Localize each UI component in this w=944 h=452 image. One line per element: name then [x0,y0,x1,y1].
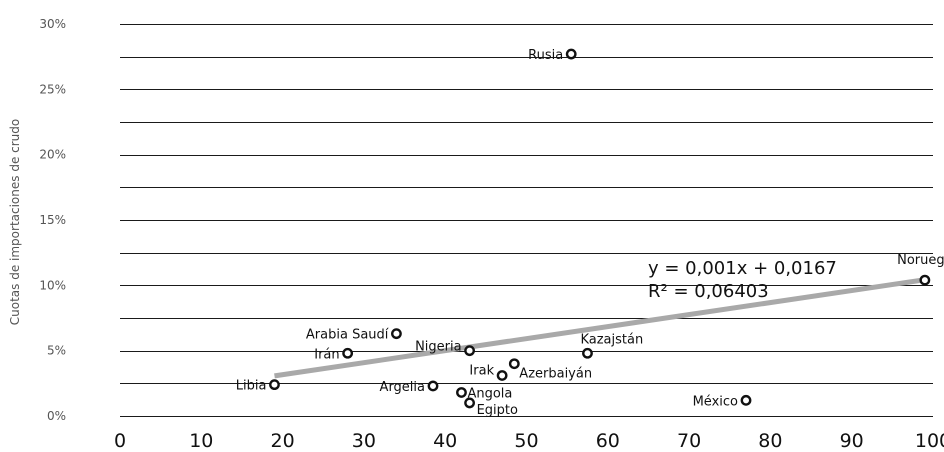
x-tick-label: 90 [840,430,864,452]
data-point [496,370,508,381]
data-points [269,48,931,409]
trendline-group [274,277,926,379]
data-point [464,397,475,409]
data-point [456,387,467,398]
x-tick-label: 50 [514,430,538,452]
x-tick-label: 100 [915,430,944,452]
data-point [582,347,593,359]
data-point [740,394,752,406]
gridlines [120,24,933,417]
x-tick-label: 80 [758,430,782,452]
y-tick-label: 20% [39,148,66,162]
data-point [427,380,439,392]
x-tick-label: 60 [596,430,620,452]
y-axis-ticks: 0% 5% 10% 15% 20% 25% 30% [39,17,66,423]
point-label: Noruega [897,253,944,268]
x-tick-label: 10 [189,430,213,452]
trendline-equation: y = 0,001x + 0,0167 [648,258,837,279]
x-tick-label: 40 [433,430,457,452]
x-tick-label: 30 [352,430,376,452]
data-point [508,358,520,370]
point-label: Kazajstán [580,332,643,347]
point-label: Nigeria [415,340,462,355]
point-label: Egipto [477,403,518,418]
y-tick-label: 5% [47,344,66,358]
y-tick-label: 10% [39,278,66,292]
point-label: Irán [314,347,339,362]
data-point [565,48,577,60]
y-tick-label: 0% [47,409,66,423]
point-label: Libia [236,379,267,394]
point-label: México [693,394,738,409]
y-axis-label: Cuotas de importaciones de crudo [8,119,22,325]
data-point [464,345,475,357]
trendline-r2: R² = 0,06403 [648,281,769,302]
point-label: Irak [469,363,494,378]
y-tick-label: 30% [39,17,66,31]
y-tick-label: 25% [39,82,66,96]
data-point [391,328,402,340]
x-axis-ticks: 0 10 20 30 40 50 60 70 80 90 100 [114,430,944,452]
trendline [274,277,926,379]
data-point [342,347,354,359]
x-tick-label: 0 [114,430,126,452]
point-label: Rusia [528,48,563,63]
data-point [269,379,280,391]
x-tick-label: 70 [677,430,701,452]
x-tick-label: 20 [271,430,295,452]
point-label: Azerbaiyán [519,367,592,382]
data-point [919,274,931,286]
point-labels: Rusia Noruega Arabia Saudí Irán Nigeria Kazaj… [236,48,944,418]
point-label: Argelia [380,380,425,395]
y-tick-label: 15% [39,213,66,227]
point-label: Arabia Saudí [306,328,389,343]
point-label: Angola [467,386,512,401]
